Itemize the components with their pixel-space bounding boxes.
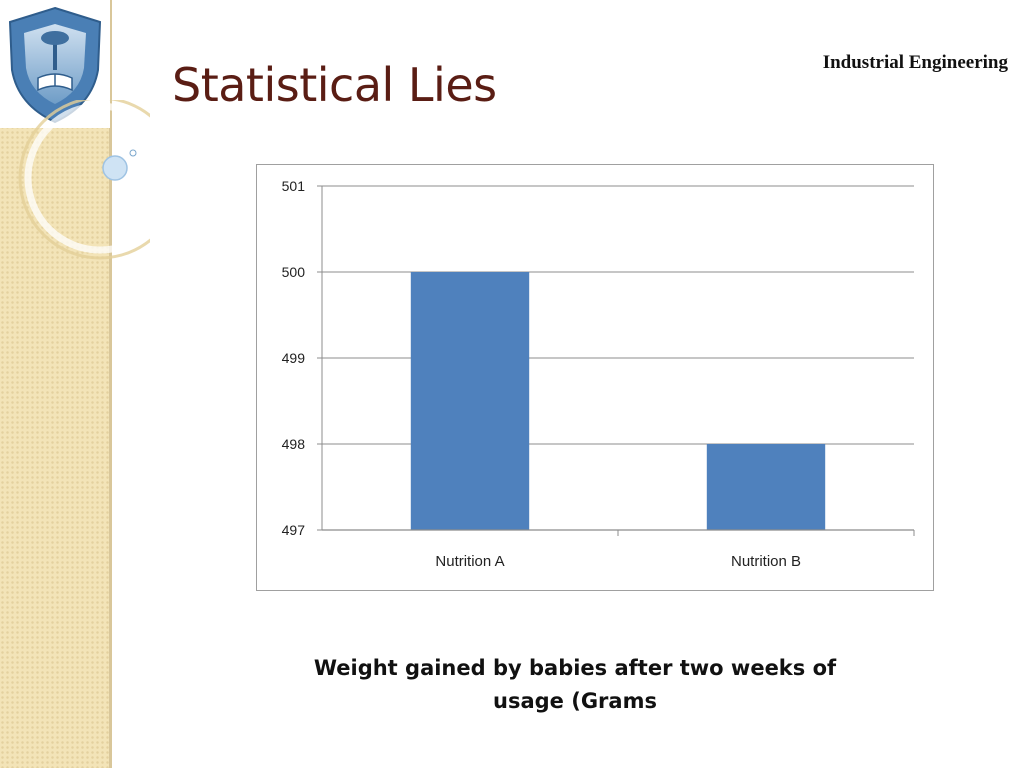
- y-tick-label: 497: [282, 522, 306, 538]
- university-seal-icon: [8, 6, 102, 124]
- university-logo: [0, 0, 110, 128]
- bar-chart: 497 498 499 500 501 Nutrition A Nutrition B: [256, 164, 934, 591]
- chart-canvas: 497 498 499 500 501 Nutrition A Nutrition B: [282, 178, 915, 570]
- slide-title: Statistical Lies: [172, 58, 497, 112]
- y-tick-label: 499: [282, 350, 306, 366]
- department-label: Industrial Engineering: [822, 52, 1008, 73]
- side-decoration-band: [0, 0, 112, 768]
- bar-nutrition-b: [706, 444, 826, 530]
- bar-nutrition-a: [410, 272, 530, 530]
- y-tick-label: 500: [282, 264, 306, 280]
- caption-line-1: Weight gained by babies after two weeks …: [313, 656, 837, 680]
- x-category-label: Nutrition B: [731, 553, 801, 570]
- decorative-rings: [18, 100, 150, 260]
- y-tick-label: 498: [282, 436, 306, 452]
- x-category-label: Nutrition A: [435, 553, 504, 570]
- chart-caption: Weight gained by babies after two weeks …: [300, 652, 850, 718]
- y-tick-label: 501: [282, 178, 306, 194]
- caption-line-2: usage (Grams: [493, 689, 657, 713]
